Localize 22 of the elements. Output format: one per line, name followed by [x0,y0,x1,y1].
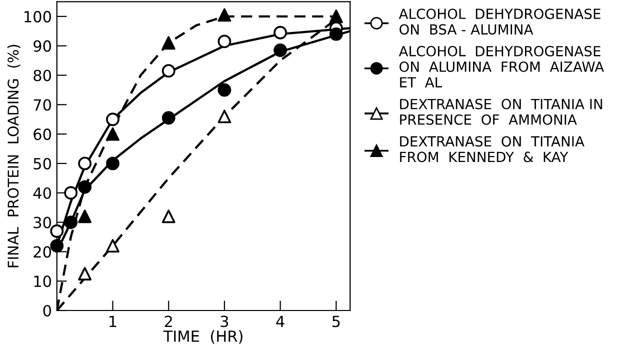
y-axis-title: FINAL PROTEIN LOADING (%) [7,44,20,268]
y-tick-label: 40 [33,187,52,199]
x-tick-label: 3 [220,316,228,328]
legend-label: DEXTRANASE ON TITANIA FROM KENNEDY & KAY [400,136,584,162]
y-tick-label: 50 [34,158,52,170]
y-tick-label: 0 [43,304,52,317]
y-tick-label: 80 [34,70,52,82]
legend-label: DEXTRANASE ON TITANIA IN PRESENCE OF AMMONIA [400,98,602,125]
legend-label: ALCOHOL DEHYDROGENASE ON ALUMINA FROM AIZAWA ET AL [398,46,604,88]
y-tick-label: 30 [34,216,52,228]
y-tick-label: 90 [34,40,52,52]
x-tick-label: 2 [164,316,172,327]
legend-label: ALCOHOL DEHYDROGENASE ON BSA - ALUMINA [398,8,600,35]
x-tick-label: 1 [110,316,116,327]
y-tick-label: 70 [34,99,52,111]
y-tick-label: 60 [34,128,52,140]
x-axis-title: TIME (HR) [163,330,242,344]
x-tick-label: 5 [332,316,340,328]
y-tick-label: 10 [34,276,52,288]
y-tick-label: 100 [24,10,52,22]
y-tick-label: 20 [34,246,52,258]
x-tick-label: 4 [276,316,284,327]
